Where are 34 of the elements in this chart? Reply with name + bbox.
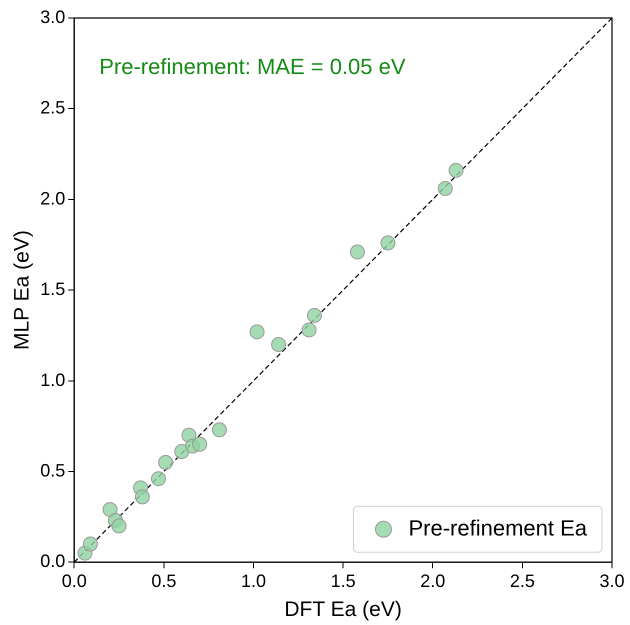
y-tick-label: 3.0	[40, 6, 66, 27]
x-axis-title: DFT Ea (eV)	[284, 598, 402, 622]
point	[448, 162, 464, 178]
x-tick-label: 0.0	[62, 570, 87, 591]
point	[102, 502, 118, 518]
legend-label: Pre-refinement Ea	[408, 515, 588, 540]
y-axis-title: MLP Ea (eV)	[10, 230, 34, 350]
point	[438, 181, 453, 196]
point	[306, 308, 322, 323]
point	[192, 436, 208, 452]
point	[350, 244, 365, 260]
y-tick-label: 2.0	[40, 188, 66, 208]
x-tick-label: 1.0	[240, 570, 266, 591]
x-tick-label: 1.5	[330, 570, 356, 591]
point	[134, 489, 150, 504]
x-tick-label: 2.0	[420, 570, 446, 591]
point	[380, 235, 396, 250]
point	[302, 322, 317, 338]
point	[112, 518, 127, 534]
annotation: Pre-refinement: MAE = 0.05 eV	[99, 54, 406, 80]
point	[250, 324, 265, 340]
x-tick-label: 3.0	[599, 570, 625, 591]
y-tick-label: 0.5	[40, 460, 66, 480]
point	[158, 454, 174, 470]
x-tick-label: 0.5	[151, 570, 176, 591]
point	[212, 422, 227, 438]
y-tick-label: 1.5	[40, 279, 66, 300]
point	[271, 337, 286, 352]
point	[82, 536, 98, 552]
x-tick-label: 2.5	[510, 570, 535, 591]
y-tick-label: 1.0	[40, 370, 66, 390]
y-tick-label: 0.0	[40, 551, 66, 572]
y-tick-label: 2.5	[40, 98, 66, 118]
point	[150, 471, 166, 486]
